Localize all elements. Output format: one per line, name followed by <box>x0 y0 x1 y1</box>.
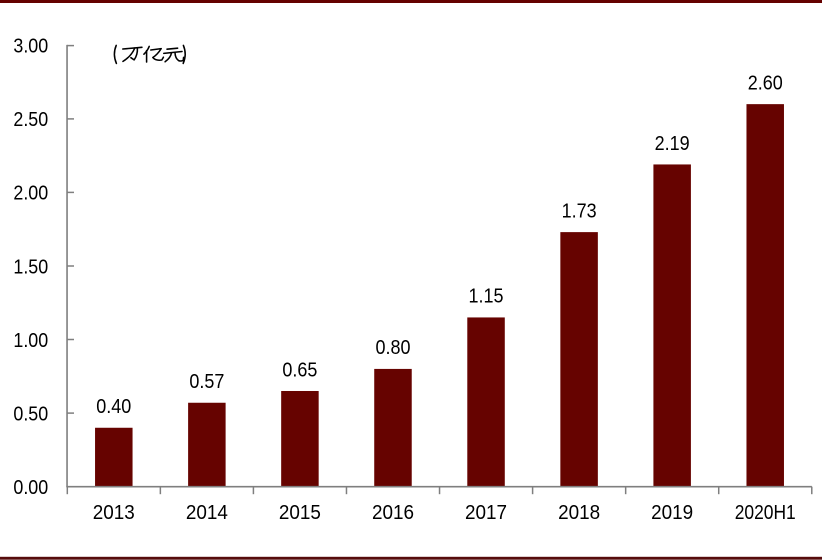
svg-text:2017: 2017 <box>465 501 507 524</box>
svg-text:0.50: 0.50 <box>13 403 48 425</box>
svg-text:0.80: 0.80 <box>375 337 410 359</box>
svg-text:2015: 2015 <box>279 501 321 524</box>
svg-text:2014: 2014 <box>186 501 228 524</box>
svg-text:0.00: 0.00 <box>13 477 48 499</box>
svg-text:2.00: 2.00 <box>13 183 48 205</box>
svg-text:2013: 2013 <box>93 501 135 524</box>
svg-text:2.60: 2.60 <box>748 72 783 94</box>
svg-text:0.57: 0.57 <box>189 371 224 393</box>
svg-text:1.73: 1.73 <box>562 200 597 222</box>
svg-text:0.65: 0.65 <box>282 359 317 381</box>
svg-text:2.19: 2.19 <box>655 133 690 155</box>
svg-text:2016: 2016 <box>372 501 414 524</box>
svg-text:2018: 2018 <box>558 501 600 524</box>
svg-text:3.00: 3.00 <box>13 36 48 58</box>
svg-text:1.15: 1.15 <box>469 286 504 308</box>
svg-text:1.50: 1.50 <box>13 256 48 278</box>
svg-text:1.00: 1.00 <box>13 330 48 352</box>
svg-text:2.50: 2.50 <box>13 109 48 131</box>
svg-text:2020H1: 2020H1 <box>735 501 796 524</box>
svg-text:2019: 2019 <box>651 501 693 524</box>
svg-text:0.40: 0.40 <box>96 396 131 418</box>
